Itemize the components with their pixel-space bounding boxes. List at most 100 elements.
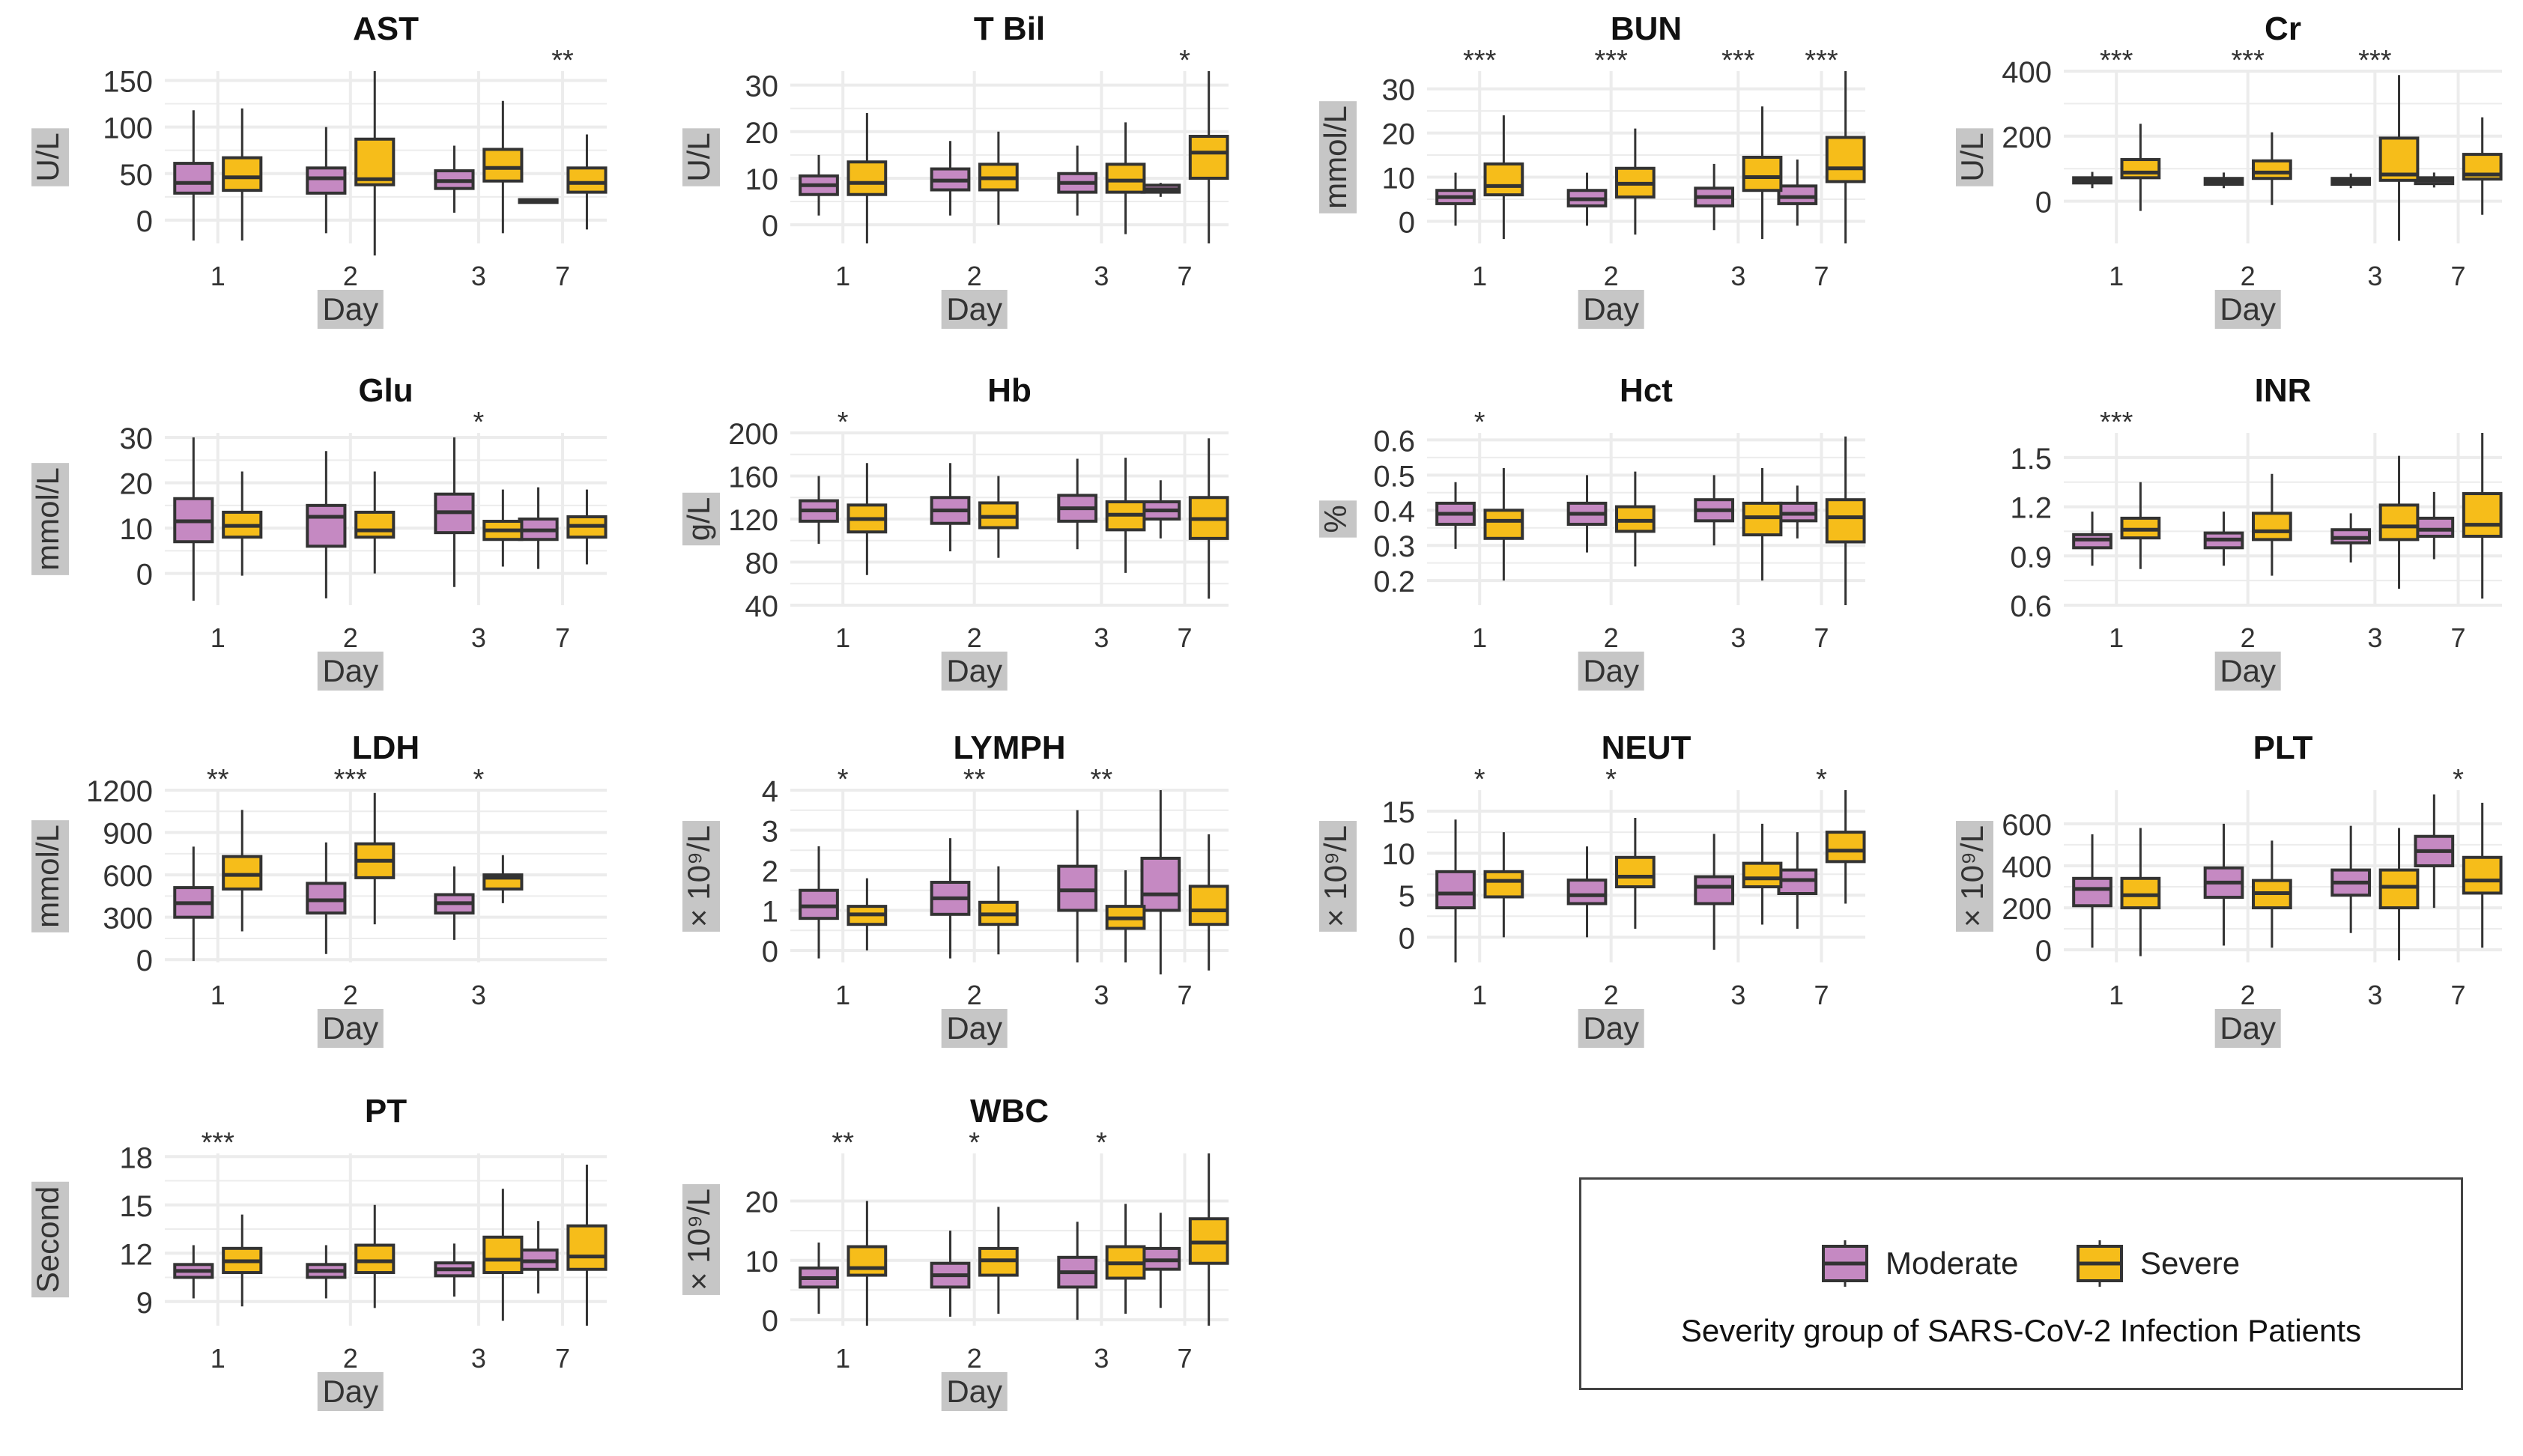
y-tick-label: 150: [103, 65, 153, 98]
y-tick-label: 30: [120, 422, 154, 455]
box-body: [1566, 879, 1608, 906]
box-t-bil-moderate-day-3: [1057, 145, 1098, 216]
x-tick-label: 3: [471, 980, 486, 1010]
y-tick-label: 3: [762, 815, 778, 848]
x-tick-label: 3: [2367, 261, 2382, 291]
box-cr-moderate-day-2: [2203, 172, 2244, 189]
panel-title: Hb: [987, 372, 1032, 409]
box-body: [846, 160, 888, 196]
box-body: [306, 503, 347, 548]
x-tick-label: 1: [2109, 261, 2124, 291]
box-body: [354, 137, 396, 186]
box-body: [1742, 156, 1783, 192]
box-body: [482, 1235, 524, 1275]
y-tick-label: 15: [1382, 796, 1416, 829]
y-axis-label: U/L: [681, 128, 720, 186]
svg-text:Day: Day: [1583, 291, 1639, 327]
significance-label: *: [473, 764, 485, 795]
box-body: [1825, 498, 1866, 544]
significance-label: *: [1816, 764, 1827, 795]
box-wbc-moderate-day-7: [1140, 1213, 1181, 1308]
box-wbc-severe-day-7: [1188, 1153, 1229, 1326]
panel-plt: 0 200 400 600 * 1 2 3 7 Day × 10⁹/L PLT: [1954, 729, 2503, 1048]
box-plt-severe-day-7: [2462, 802, 2503, 948]
x-axis-label: Day: [2214, 652, 2281, 691]
y-axis-label: g/L: [681, 492, 720, 546]
box-lymph-moderate-day-7: [1140, 790, 1181, 975]
box-body: [354, 1243, 396, 1275]
x-tick-label: 3: [1094, 980, 1109, 1010]
panel-title: WBC: [970, 1093, 1049, 1129]
x-axis-label: Day: [317, 290, 384, 329]
y-tick-label: 1.5: [2010, 443, 2052, 476]
y-axis-label: mmol/L: [30, 463, 69, 575]
box-plt-moderate-day-1: [2072, 834, 2112, 948]
box-lymph-severe-day-3: [1105, 870, 1146, 962]
box-body: [566, 166, 608, 194]
svg-text:mmol/L: mmol/L: [30, 467, 65, 571]
box-t-bil-severe-day-3: [1105, 122, 1146, 234]
x-tick-label: 2: [967, 1343, 982, 1374]
box-neut-severe-day-2: [1615, 818, 1656, 929]
box-lymph-severe-day-7: [1188, 834, 1229, 971]
x-tick-label: 7: [1814, 622, 1829, 653]
x-axis-label: Day: [941, 1009, 1008, 1048]
box-wbc-severe-day-1: [846, 1201, 888, 1326]
x-axis-label: Day: [1578, 290, 1644, 329]
x-tick-label: 1: [2109, 622, 2124, 653]
box-wbc-severe-day-3: [1105, 1204, 1146, 1314]
y-tick-label: 20: [1382, 118, 1416, 151]
y-tick-label: 300: [103, 903, 153, 935]
box-body: [2120, 876, 2161, 910]
box-ldh-moderate-day-3: [434, 866, 475, 940]
x-tick-label: 2: [967, 261, 982, 291]
significance-label: *: [1096, 1127, 1107, 1159]
y-axis-label: × 10⁹/L: [1318, 821, 1357, 932]
box-ast-moderate-day-3: [434, 145, 475, 213]
x-tick-label: 2: [343, 980, 358, 1010]
box-body: [1694, 875, 1735, 906]
box-cr-moderate-day-7: [2414, 172, 2455, 188]
panel-title: NEUT: [1602, 729, 1691, 766]
x-tick-label: 3: [1094, 261, 1109, 291]
x-tick-label: 7: [555, 1343, 570, 1374]
y-axis-label: U/L: [30, 128, 69, 186]
panel-title: Cr: [2265, 10, 2301, 47]
legend: Moderate Severe Severity group of SARS-C…: [1579, 1177, 2463, 1390]
x-axis-label: Day: [317, 1372, 384, 1411]
y-tick-label: 0.6: [1373, 425, 1415, 458]
box-inr-severe-day-3: [2378, 455, 2420, 589]
significance-label: ***: [1595, 45, 1629, 76]
box-body: [846, 1245, 888, 1277]
y-tick-label: 30: [745, 70, 779, 103]
y-tick-label: 120: [728, 504, 778, 537]
box-ast-moderate-day-7: [518, 198, 559, 204]
x-tick-label: 2: [343, 622, 358, 653]
y-tick-label: 40: [745, 590, 779, 623]
svg-text:Day: Day: [2220, 653, 2276, 688]
box-t-bil-moderate-day-2: [930, 141, 971, 216]
y-tick-label: 1.2: [2010, 492, 2052, 525]
box-body: [2252, 159, 2292, 181]
box-hct-moderate-day-7: [1777, 485, 1818, 539]
box-wbc-severe-day-2: [978, 1207, 1019, 1314]
box-cr-severe-day-7: [2462, 117, 2503, 215]
box-cr-severe-day-1: [2120, 124, 2161, 211]
box-pt-severe-day-1: [222, 1214, 263, 1307]
y-tick-label: 20: [745, 1186, 779, 1219]
significance-label: *: [1474, 407, 1485, 438]
x-tick-label: 2: [967, 980, 982, 1010]
significance-label: **: [963, 764, 986, 795]
box-t-bil-severe-day-7: [1188, 71, 1229, 243]
box-bun-severe-day-1: [1483, 115, 1524, 240]
y-tick-label: 9: [136, 1287, 153, 1320]
box-body: [222, 855, 263, 891]
box-body: [2252, 512, 2292, 542]
box-pt-moderate-day-2: [306, 1245, 347, 1299]
box-body: [1742, 861, 1783, 889]
x-tick-label: 1: [1472, 980, 1487, 1010]
box-ast-moderate-day-2: [306, 127, 347, 234]
y-axis-label: U/L: [1954, 128, 1993, 186]
panel-title: AST: [353, 10, 419, 47]
